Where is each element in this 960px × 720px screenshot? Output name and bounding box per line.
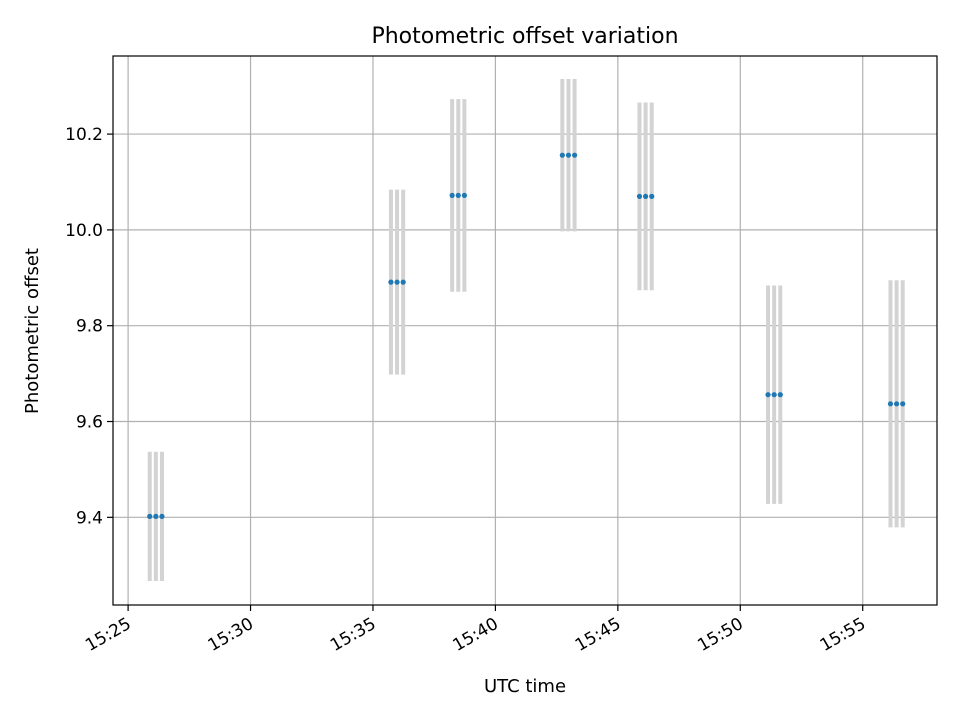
data-point (771, 392, 777, 398)
data-point (388, 279, 394, 285)
data-point (153, 513, 159, 519)
data-point (565, 152, 572, 158)
data-point (649, 193, 655, 199)
data-point (147, 513, 153, 519)
y-tick-label: 9.6 (76, 413, 103, 433)
plot-background (113, 56, 937, 605)
data-point (765, 392, 771, 398)
data-point (455, 192, 461, 199)
data-point (571, 152, 578, 158)
y-axis-ticks: 9.4 9.6 9.8 10.0 10.2 (65, 125, 113, 528)
y-tick-label: 9.4 (76, 508, 103, 528)
axes-frame (112, 55, 938, 606)
y-tick-label: 9.8 (76, 317, 103, 337)
data-point (400, 279, 406, 285)
chart-title: Photometric offset variation (371, 24, 678, 49)
data-point (159, 513, 165, 519)
data-point (887, 401, 894, 407)
data-point (643, 193, 649, 199)
y-axis-label: Photometric offset (22, 248, 43, 414)
grid (113, 56, 937, 605)
data-points (147, 152, 906, 519)
x-axis-label: UTC time (484, 676, 566, 697)
data-point (636, 193, 643, 199)
data-point (900, 401, 906, 407)
data-point (777, 392, 783, 398)
data-point (559, 152, 565, 158)
data-point (461, 192, 467, 199)
data-point (893, 401, 900, 407)
y-tick-label: 10.0 (65, 221, 103, 241)
data-point (394, 279, 400, 285)
data-point (449, 192, 455, 199)
y-tick-label: 10.2 (65, 125, 103, 145)
plot-area (112, 55, 938, 606)
